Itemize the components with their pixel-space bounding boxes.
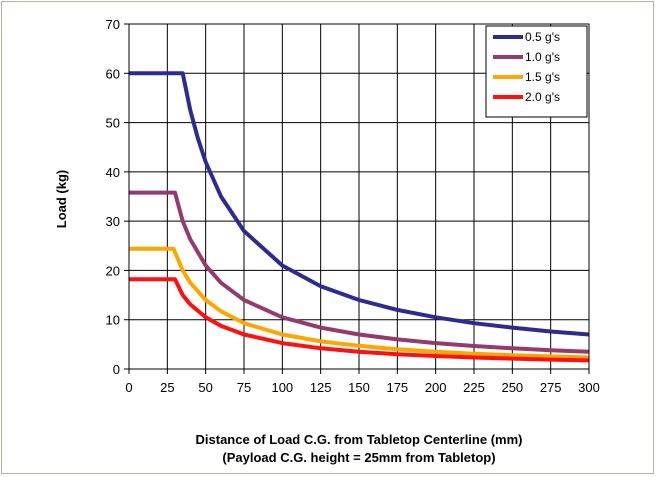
x-axis-title-line1: Distance of Load C.G. from Tabletop Cent…	[196, 432, 523, 447]
x-axis-ticks: 0 25 50 75 100 125 150 175 200 225 250 275 300	[125, 369, 600, 395]
y-tick-label: 60	[106, 66, 120, 81]
y-axis-title: Load (kg)	[54, 170, 69, 229]
x-tick-label: 300	[578, 380, 600, 395]
x-tick-label: 250	[501, 380, 523, 395]
x-tick-label: 150	[348, 380, 370, 395]
x-tick-label: 25	[160, 380, 174, 395]
y-tick-label: 30	[106, 214, 120, 229]
legend: 0.5 g's 1.0 g's 1.5 g's 2.0 g's	[485, 25, 588, 118]
legend-label-1: 0.5 g's	[525, 30, 560, 44]
x-axis-title-line2: (Payload C.G. height = 25mm from Tableto…	[222, 450, 495, 465]
series-line-4	[129, 277, 590, 363]
plot-border	[128, 23, 590, 370]
y-tick-label: 0	[113, 362, 120, 377]
x-tick-label: 200	[425, 380, 447, 395]
legend-label-2: 1.0 g's	[525, 50, 560, 64]
gridlines	[129, 24, 589, 369]
y-axis-ticks: 0 10 20 30 40 50 60 70	[106, 17, 129, 377]
y-tick-label: 10	[106, 313, 120, 328]
x-tick-label: 0	[125, 380, 132, 395]
series-lines	[129, 71, 590, 363]
y-tick-label: 40	[106, 165, 120, 180]
y-tick-label: 70	[106, 17, 120, 32]
x-tick-label: 275	[540, 380, 562, 395]
series-line-2	[129, 190, 590, 354]
x-tick-label: 50	[198, 380, 212, 395]
legend-label-4: 2.0 g's	[525, 90, 560, 104]
y-tick-label: 50	[106, 116, 120, 131]
y-tick-label: 20	[106, 263, 120, 278]
series-line-3	[129, 246, 590, 360]
x-tick-label: 125	[310, 380, 332, 395]
x-tick-label: 225	[463, 380, 485, 395]
x-tick-label: 75	[237, 380, 251, 395]
x-tick-label: 100	[271, 380, 293, 395]
series-line-1	[129, 71, 590, 337]
legend-label-3: 1.5 g's	[525, 70, 560, 84]
legend-box	[485, 25, 588, 118]
x-tick-label: 175	[386, 380, 408, 395]
